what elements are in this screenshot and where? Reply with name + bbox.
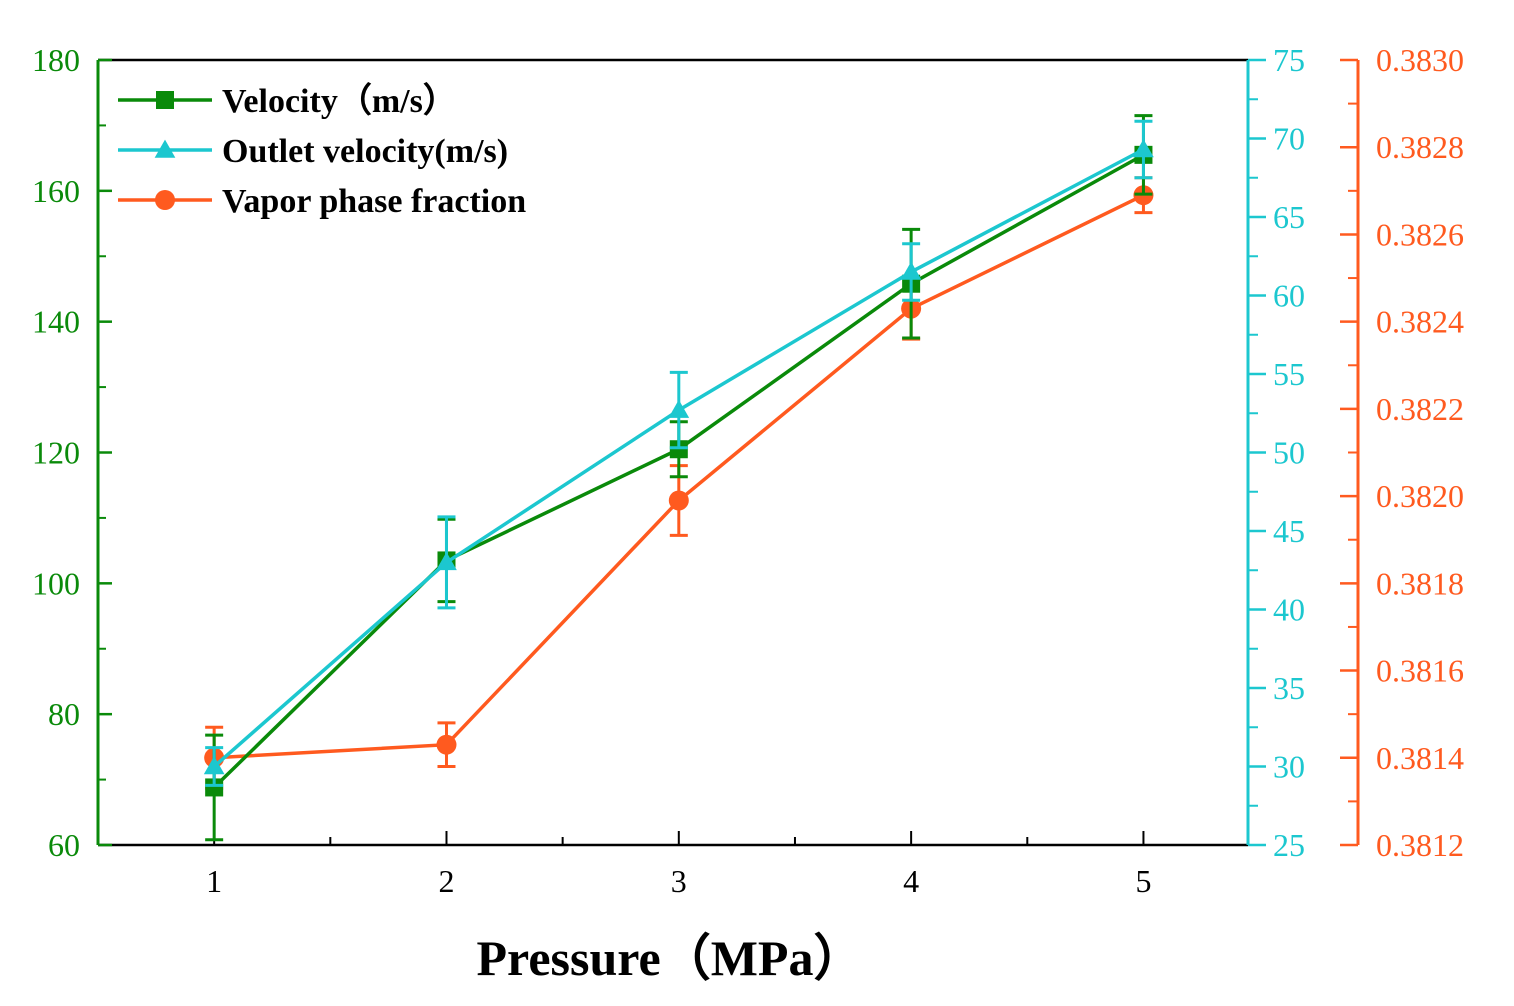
right2-tick-label: 0.3826 bbox=[1376, 216, 1464, 252]
right-tick-label: 50 bbox=[1273, 435, 1305, 471]
right2-tick-label: 0.3822 bbox=[1376, 391, 1464, 427]
left-tick-label: 100 bbox=[32, 565, 80, 601]
series-group bbox=[203, 114, 1154, 842]
data-point bbox=[436, 734, 457, 755]
right-tick-label: 60 bbox=[1273, 278, 1305, 314]
data-point bbox=[900, 261, 922, 280]
series-circle bbox=[204, 176, 1154, 790]
right-tick-label: 40 bbox=[1273, 592, 1305, 628]
right2-tick-label: 0.3830 bbox=[1376, 42, 1464, 78]
data-point bbox=[205, 778, 224, 797]
data-point bbox=[668, 399, 690, 418]
legend-marker bbox=[156, 91, 174, 109]
right2-tick-label: 0.3824 bbox=[1376, 304, 1464, 340]
right2-tick-label: 0.3818 bbox=[1376, 565, 1464, 601]
x-tick-label: 1 bbox=[206, 863, 222, 899]
legend: Velocity（m/s） Outlet velocity(m/s) Vapor p… bbox=[118, 81, 526, 220]
right-tick-label: 75 bbox=[1273, 42, 1305, 78]
right2-tick-label: 0.3828 bbox=[1376, 129, 1464, 165]
x-tick-label: 2 bbox=[438, 863, 454, 899]
data-point bbox=[1133, 139, 1154, 158]
legend-label: Outlet velocity(m/s) bbox=[222, 133, 508, 170]
right-tick-label: 25 bbox=[1273, 827, 1305, 863]
legend-label: Vapor phase fraction bbox=[222, 183, 526, 220]
legend-item: Outlet velocity(m/s) bbox=[118, 133, 508, 170]
left-tick-label: 80 bbox=[48, 696, 80, 732]
left-tick-label: 120 bbox=[32, 435, 80, 471]
right2-tick-label: 0.3812 bbox=[1376, 827, 1464, 863]
right2-tick-label: 0.3816 bbox=[1376, 653, 1464, 689]
series-triangle bbox=[203, 119, 1154, 787]
right-tick-label: 65 bbox=[1273, 199, 1305, 235]
legend-marker bbox=[154, 139, 176, 158]
data-point bbox=[436, 552, 457, 571]
left-tick-label: 140 bbox=[32, 304, 80, 340]
right2-tick-label: 0.3820 bbox=[1376, 478, 1464, 514]
left-tick-label: 60 bbox=[48, 827, 80, 863]
right-tick-label: 45 bbox=[1273, 513, 1305, 549]
left-tick-label: 180 bbox=[32, 42, 80, 78]
x-axis-label: Pressure（MPa） bbox=[477, 930, 864, 986]
right-tick-label: 30 bbox=[1273, 749, 1305, 785]
axes: 1 2 3 4 560801001201401601802530354045505560… bbox=[32, 42, 1464, 899]
data-point bbox=[203, 756, 225, 775]
x-tick-label: 4 bbox=[903, 863, 919, 899]
x-tick-label: 5 bbox=[1135, 863, 1151, 899]
series-square bbox=[205, 114, 1153, 842]
legend-item: Velocity（m/s） bbox=[118, 81, 457, 120]
x-tick-label: 3 bbox=[671, 863, 687, 899]
right-tick-label: 35 bbox=[1273, 670, 1305, 706]
right-tick-label: 70 bbox=[1273, 121, 1305, 157]
right2-tick-label: 0.3814 bbox=[1376, 740, 1464, 776]
legend-marker bbox=[155, 190, 175, 210]
legend-label: Velocity（m/s） bbox=[222, 81, 457, 120]
left-tick-label: 160 bbox=[32, 173, 80, 209]
data-point bbox=[668, 490, 689, 511]
legend-item: Vapor phase fraction bbox=[118, 183, 526, 220]
right-tick-label: 55 bbox=[1273, 356, 1305, 392]
